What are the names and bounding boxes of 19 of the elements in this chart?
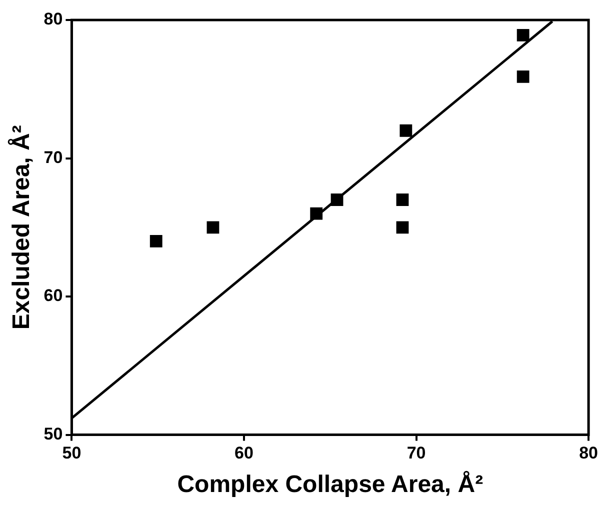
point <box>310 207 323 220</box>
x-tick-label: 50 <box>62 444 82 463</box>
point <box>396 194 409 206</box>
x-axis-title: Complex Collapse Area, Å² <box>177 470 484 498</box>
x-tick-label: 70 <box>406 444 426 463</box>
point <box>396 221 409 234</box>
point <box>330 194 344 206</box>
point <box>516 70 530 83</box>
y-tick-label: 60 <box>44 286 63 306</box>
point <box>206 221 220 234</box>
point <box>150 235 162 248</box>
x-tick-label: 80 <box>579 444 598 463</box>
point <box>400 124 412 137</box>
y-tick-label: 70 <box>44 148 63 167</box>
y-axis-title: Excluded Area, Å² <box>7 125 36 330</box>
x-tick-label: 60 <box>234 444 254 463</box>
y-tick-label: 80 <box>44 10 63 29</box>
y-tick-label: 50 <box>44 424 63 444</box>
point <box>516 29 530 42</box>
